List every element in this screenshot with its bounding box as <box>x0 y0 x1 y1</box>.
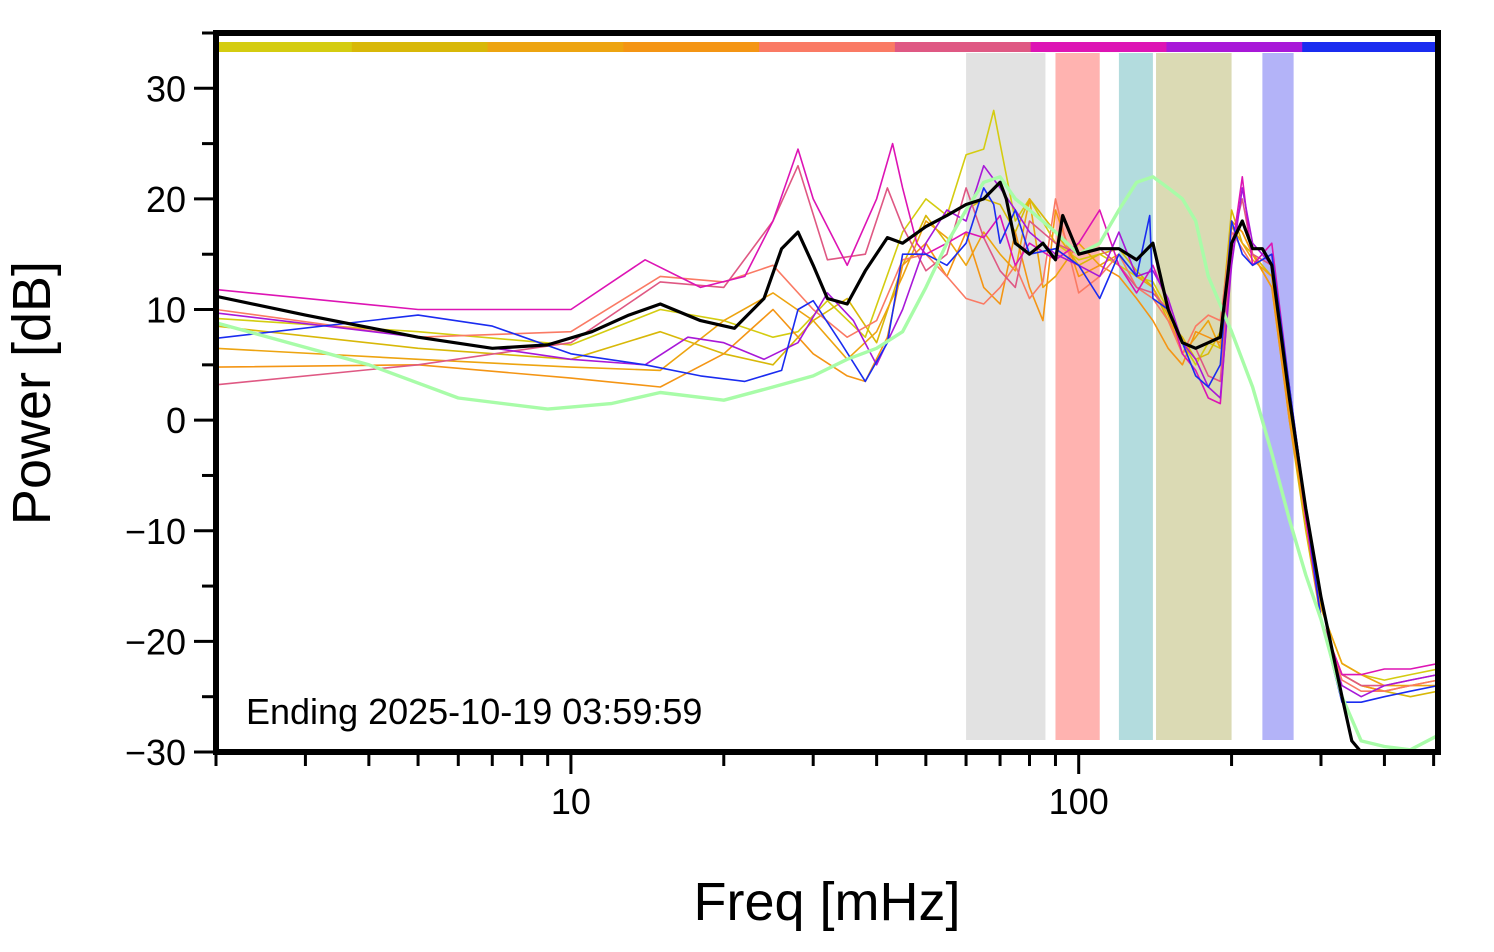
y-tick-label: 30 <box>146 68 186 109</box>
band-1 <box>966 53 1046 740</box>
band-3 <box>1118 53 1153 740</box>
series-line-4 <box>216 209 1438 693</box>
color-bar-segment-2 <box>351 42 489 52</box>
y-tick-label: 10 <box>146 290 186 331</box>
series-line-10 <box>216 175 1438 752</box>
frequency-bands <box>966 53 1294 740</box>
series-line-6 <box>216 164 1438 687</box>
top-color-bar <box>216 42 1439 52</box>
plot-frame <box>213 30 1441 755</box>
series-line-9 <box>216 187 1438 704</box>
x-axis-title: Freq [mHz] <box>693 872 960 932</box>
x-tick-label: 100 <box>1049 781 1109 822</box>
color-bar-segment-9 <box>1302 42 1439 52</box>
y-tick-label: 20 <box>146 179 186 220</box>
y-tick-label: −20 <box>125 621 186 662</box>
color-bar-segment-1 <box>216 42 353 52</box>
color-bar-segment-7 <box>1030 42 1167 52</box>
y-tick-label: −30 <box>125 732 186 773</box>
color-bar-segment-4 <box>623 42 760 52</box>
color-bar-segment-6 <box>894 42 1032 52</box>
series-line-5 <box>216 198 1438 693</box>
band-2 <box>1055 53 1100 740</box>
series-line-7 <box>216 142 1438 676</box>
color-bar-segment-5 <box>759 42 896 52</box>
timestamp-annotation: Ending 2025-10-19 03:59:59 <box>246 691 702 732</box>
series-line-3 <box>216 198 1438 687</box>
series-line-2 <box>216 198 1438 698</box>
series-line-11 <box>216 180 1438 752</box>
spectrum-lines <box>216 109 1438 752</box>
color-bar-segment-3 <box>487 42 624 52</box>
y-tick-label: 0 <box>166 400 186 441</box>
y-axis-title: Power [dB] <box>2 261 62 525</box>
color-bar-segment-8 <box>1166 42 1303 52</box>
x-tick-label: 10 <box>551 781 591 822</box>
series-line-8 <box>216 164 1438 698</box>
y-tick-label: −10 <box>125 511 186 552</box>
